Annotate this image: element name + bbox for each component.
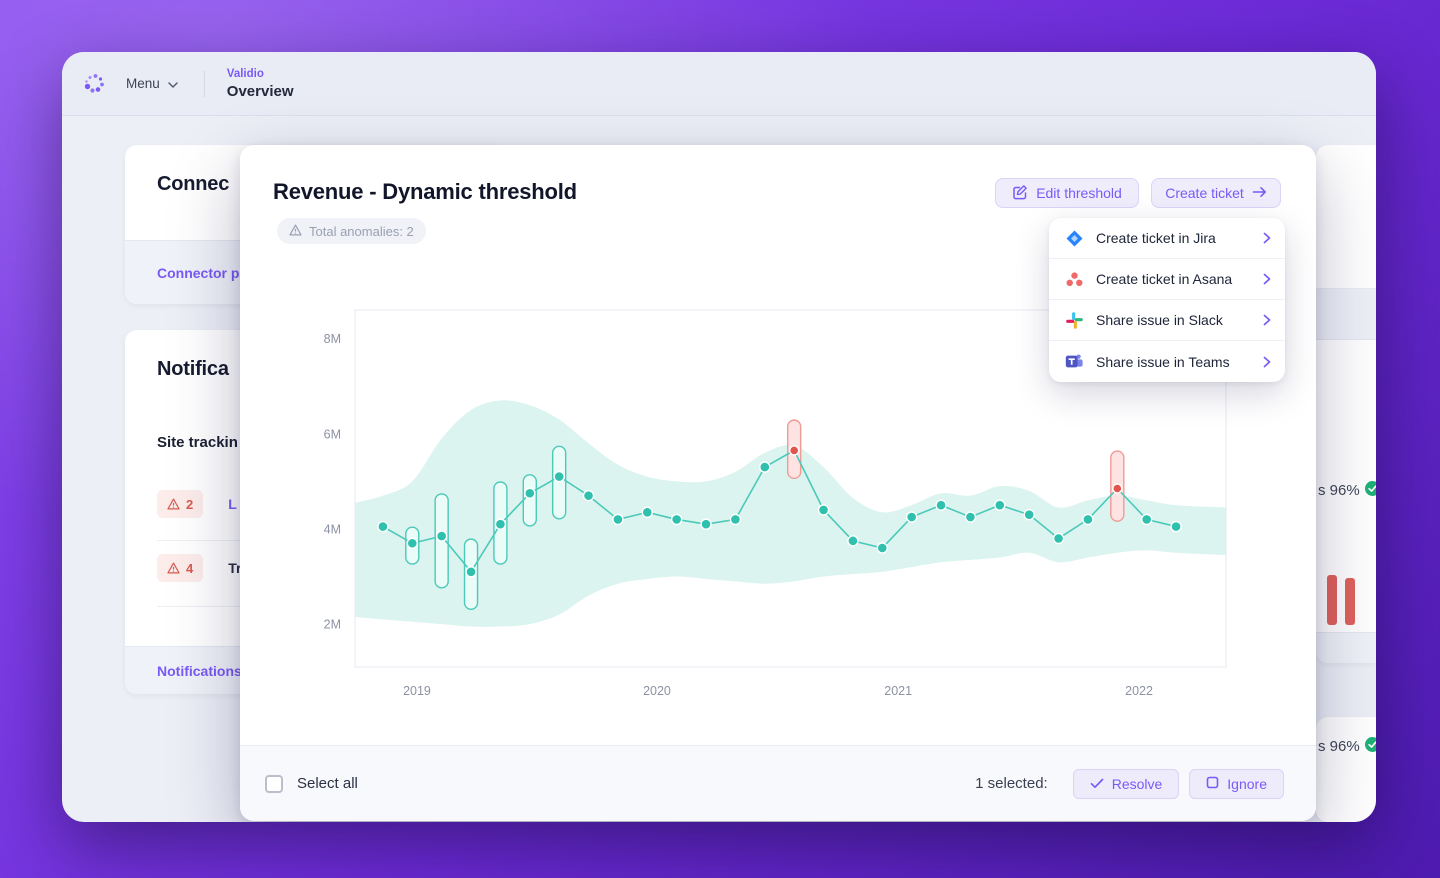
menu-item-label: Share issue in Teams <box>1096 353 1230 370</box>
ignore-button[interactable]: Ignore <box>1189 768 1284 799</box>
page-title: Overview <box>226 82 294 100</box>
modal-footer: Select all 1 selected: Resolve Ignore <box>240 745 1316 821</box>
app-window: Menu Validio Overview Connec Connector p… <box>62 52 1376 822</box>
resolve-label: Resolve <box>1111 775 1163 792</box>
svg-text:2021: 2021 <box>884 684 912 698</box>
badge-count: 4 <box>186 560 194 576</box>
selected-count: 1 selected: <box>975 775 1048 792</box>
edit-threshold-button[interactable]: Edit threshold <box>995 178 1139 208</box>
anomaly-chart[interactable]: 8M 6M 4M 2M 2019 2020 2021 2022 <box>300 300 1260 712</box>
notification-label: Tr <box>228 560 242 576</box>
svg-text:6M: 6M <box>324 427 341 441</box>
chevron-right-icon <box>1263 232 1271 244</box>
topbar: Menu Validio Overview <box>62 52 1376 116</box>
warning-icon <box>167 498 180 510</box>
ignore-label: Ignore <box>1227 775 1267 792</box>
notification-row[interactable]: 2 L <box>157 482 237 526</box>
notifications-card-title: Notifica <box>157 358 229 380</box>
warning-icon <box>167 562 180 574</box>
chevron-right-icon <box>1263 356 1271 368</box>
anomaly-detail-modal: Revenue - Dynamic threshold Total anomal… <box>240 145 1316 821</box>
menu-item-create-ticket-jira[interactable]: Create ticket in Jira <box>1049 218 1285 259</box>
slack-icon <box>1065 311 1084 330</box>
svg-text:2022: 2022 <box>1125 684 1153 698</box>
bar-chart-fragment <box>1345 578 1355 625</box>
warning-count-badge: 4 <box>157 554 204 582</box>
total-anomalies-text: Total anomalies: 2 <box>309 223 414 239</box>
metric-text: s 96% <box>1318 738 1360 755</box>
notifications-card-subtitle: Site trackin <box>157 434 238 451</box>
breadcrumb: Validio Overview <box>227 68 294 100</box>
arrow-right-icon <box>1252 185 1267 201</box>
metric-fragment: s 96% <box>1318 481 1376 500</box>
svg-text:4M: 4M <box>324 522 341 536</box>
validio-logo-icon <box>82 71 108 97</box>
menu-button[interactable]: Menu <box>126 76 178 91</box>
notifications-link[interactable]: Notifications <box>157 662 242 679</box>
resolve-button[interactable]: Resolve <box>1072 768 1180 799</box>
svg-text:2020: 2020 <box>643 684 671 698</box>
create-ticket-menu: Create ticket in Jira Create ticket in A… <box>1049 218 1285 382</box>
warning-count-badge: 2 <box>157 490 204 518</box>
jira-icon <box>1065 229 1084 248</box>
notification-row[interactable]: 4 Tr <box>157 546 241 590</box>
card-footer-fragment <box>1316 632 1376 663</box>
edit-icon <box>1012 184 1028 203</box>
connector-panel-link[interactable]: Connector pa <box>157 264 248 281</box>
chevron-right-icon <box>1263 314 1271 326</box>
connectors-card-title: Connec <box>157 173 230 195</box>
divider <box>203 70 205 97</box>
chevron-down-icon <box>168 76 178 91</box>
card-row-fragment <box>1316 288 1376 340</box>
select-all-checkbox[interactable] <box>265 774 283 793</box>
menu-item-label: Create ticket in Jira <box>1096 230 1216 246</box>
total-anomalies-badge: Total anomalies: 2 <box>277 218 426 244</box>
check-circle-icon <box>1364 481 1376 500</box>
edit-threshold-label: Edit threshold <box>1036 185 1122 201</box>
right-card-fragment: s 96% <box>1316 717 1376 822</box>
check-icon <box>1090 776 1104 792</box>
check-circle-icon <box>1364 737 1376 756</box>
teams-icon <box>1065 352 1084 371</box>
svg-text:8M: 8M <box>324 332 341 346</box>
chart-container: 8M 6M 4M 2M 2019 2020 2021 2022 <box>300 300 1260 712</box>
notification-label: L <box>228 496 237 512</box>
metric-fragment: s 96% <box>1318 737 1376 756</box>
modal-title: Revenue - Dynamic threshold <box>273 179 577 204</box>
create-ticket-button[interactable]: Create ticket <box>1151 178 1281 208</box>
menu-item-label: Share issue in Slack <box>1096 312 1223 328</box>
menu-item-share-issue-teams[interactable]: Share issue in Teams <box>1049 341 1285 382</box>
svg-text:2M: 2M <box>324 618 341 632</box>
menu-item-create-ticket-asana[interactable]: Create ticket in Asana <box>1049 259 1285 300</box>
asana-icon <box>1065 270 1084 289</box>
square-icon <box>1206 776 1219 792</box>
menu-item-share-issue-slack[interactable]: Share issue in Slack <box>1049 300 1285 341</box>
create-ticket-label: Create ticket <box>1165 185 1244 201</box>
svg-text:2019: 2019 <box>403 684 431 698</box>
metric-text: s 96% <box>1318 482 1360 499</box>
chevron-right-icon <box>1263 273 1271 285</box>
right-card-fragment: s 96% <box>1316 145 1376 663</box>
breadcrumb-app: Validio <box>226 67 264 80</box>
badge-count: 2 <box>186 496 194 512</box>
warning-icon <box>289 224 302 239</box>
bar-chart-fragment <box>1327 575 1337 625</box>
menu-item-label: Create ticket in Asana <box>1096 271 1233 287</box>
select-all-label: Select all <box>297 775 358 792</box>
menu-label: Menu <box>126 76 160 91</box>
